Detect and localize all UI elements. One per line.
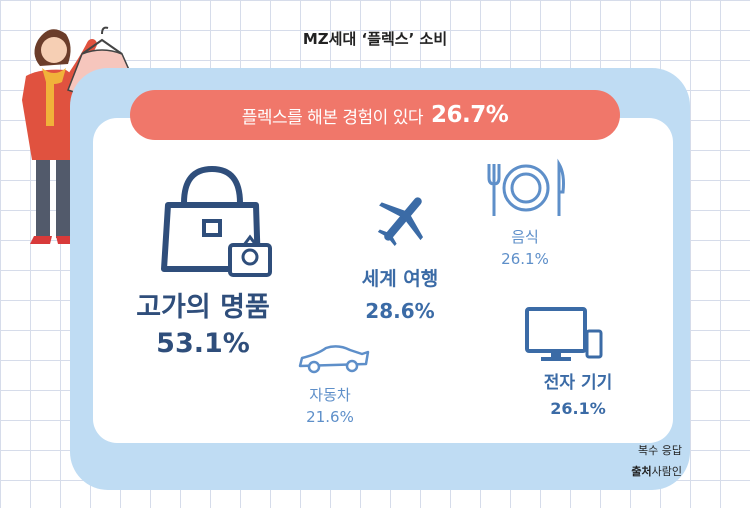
sports-car-icon	[298, 345, 370, 374]
airplane-icon	[377, 197, 424, 246]
footnote: 복수 응답	[638, 444, 682, 457]
handbag-ring-icon	[161, 165, 272, 277]
source-label: 출처	[631, 465, 652, 478]
woman-with-sweater-illustration	[22, 26, 140, 244]
item-luxury-label: 고가의 명품	[136, 292, 270, 323]
item-electronics-value: 26.1%	[550, 399, 606, 419]
item-travel-value: 28.6%	[365, 298, 435, 323]
item-electronics-label: 전자 기기	[543, 373, 613, 393]
item-luxury: 고가의 명품 53.1%	[118, 292, 288, 361]
item-food: 음식 26.1%	[480, 228, 570, 268]
item-travel-label: 세계 여행	[361, 268, 439, 290]
fork-plate-knife-icon	[487, 158, 565, 216]
item-food-value: 26.1%	[501, 250, 549, 268]
item-food-label: 음식	[511, 228, 539, 246]
chart-title: MZ세대 ‘플렉스’ 소비	[302, 30, 448, 48]
content-card	[93, 118, 673, 443]
item-car-value: 21.6%	[306, 408, 354, 426]
monitor-phone-icon	[525, 307, 603, 361]
headline-value: 26.7%	[430, 102, 509, 128]
headline-text: 플렉스를 해본 경험이 있다	[241, 107, 424, 128]
item-travel: 세계 여행 28.6%	[340, 268, 460, 323]
headline-banner: 플렉스를 해본 경험이 있다 26.7%	[130, 90, 620, 140]
source: 출처사람인	[631, 463, 682, 479]
item-car: 자동차 21.6%	[290, 386, 370, 426]
item-luxury-value: 53.1%	[156, 328, 250, 360]
source-name: 사람인	[651, 465, 682, 478]
item-car-label: 자동차	[309, 386, 351, 404]
item-electronics: 전자 기기 26.1%	[528, 373, 628, 419]
